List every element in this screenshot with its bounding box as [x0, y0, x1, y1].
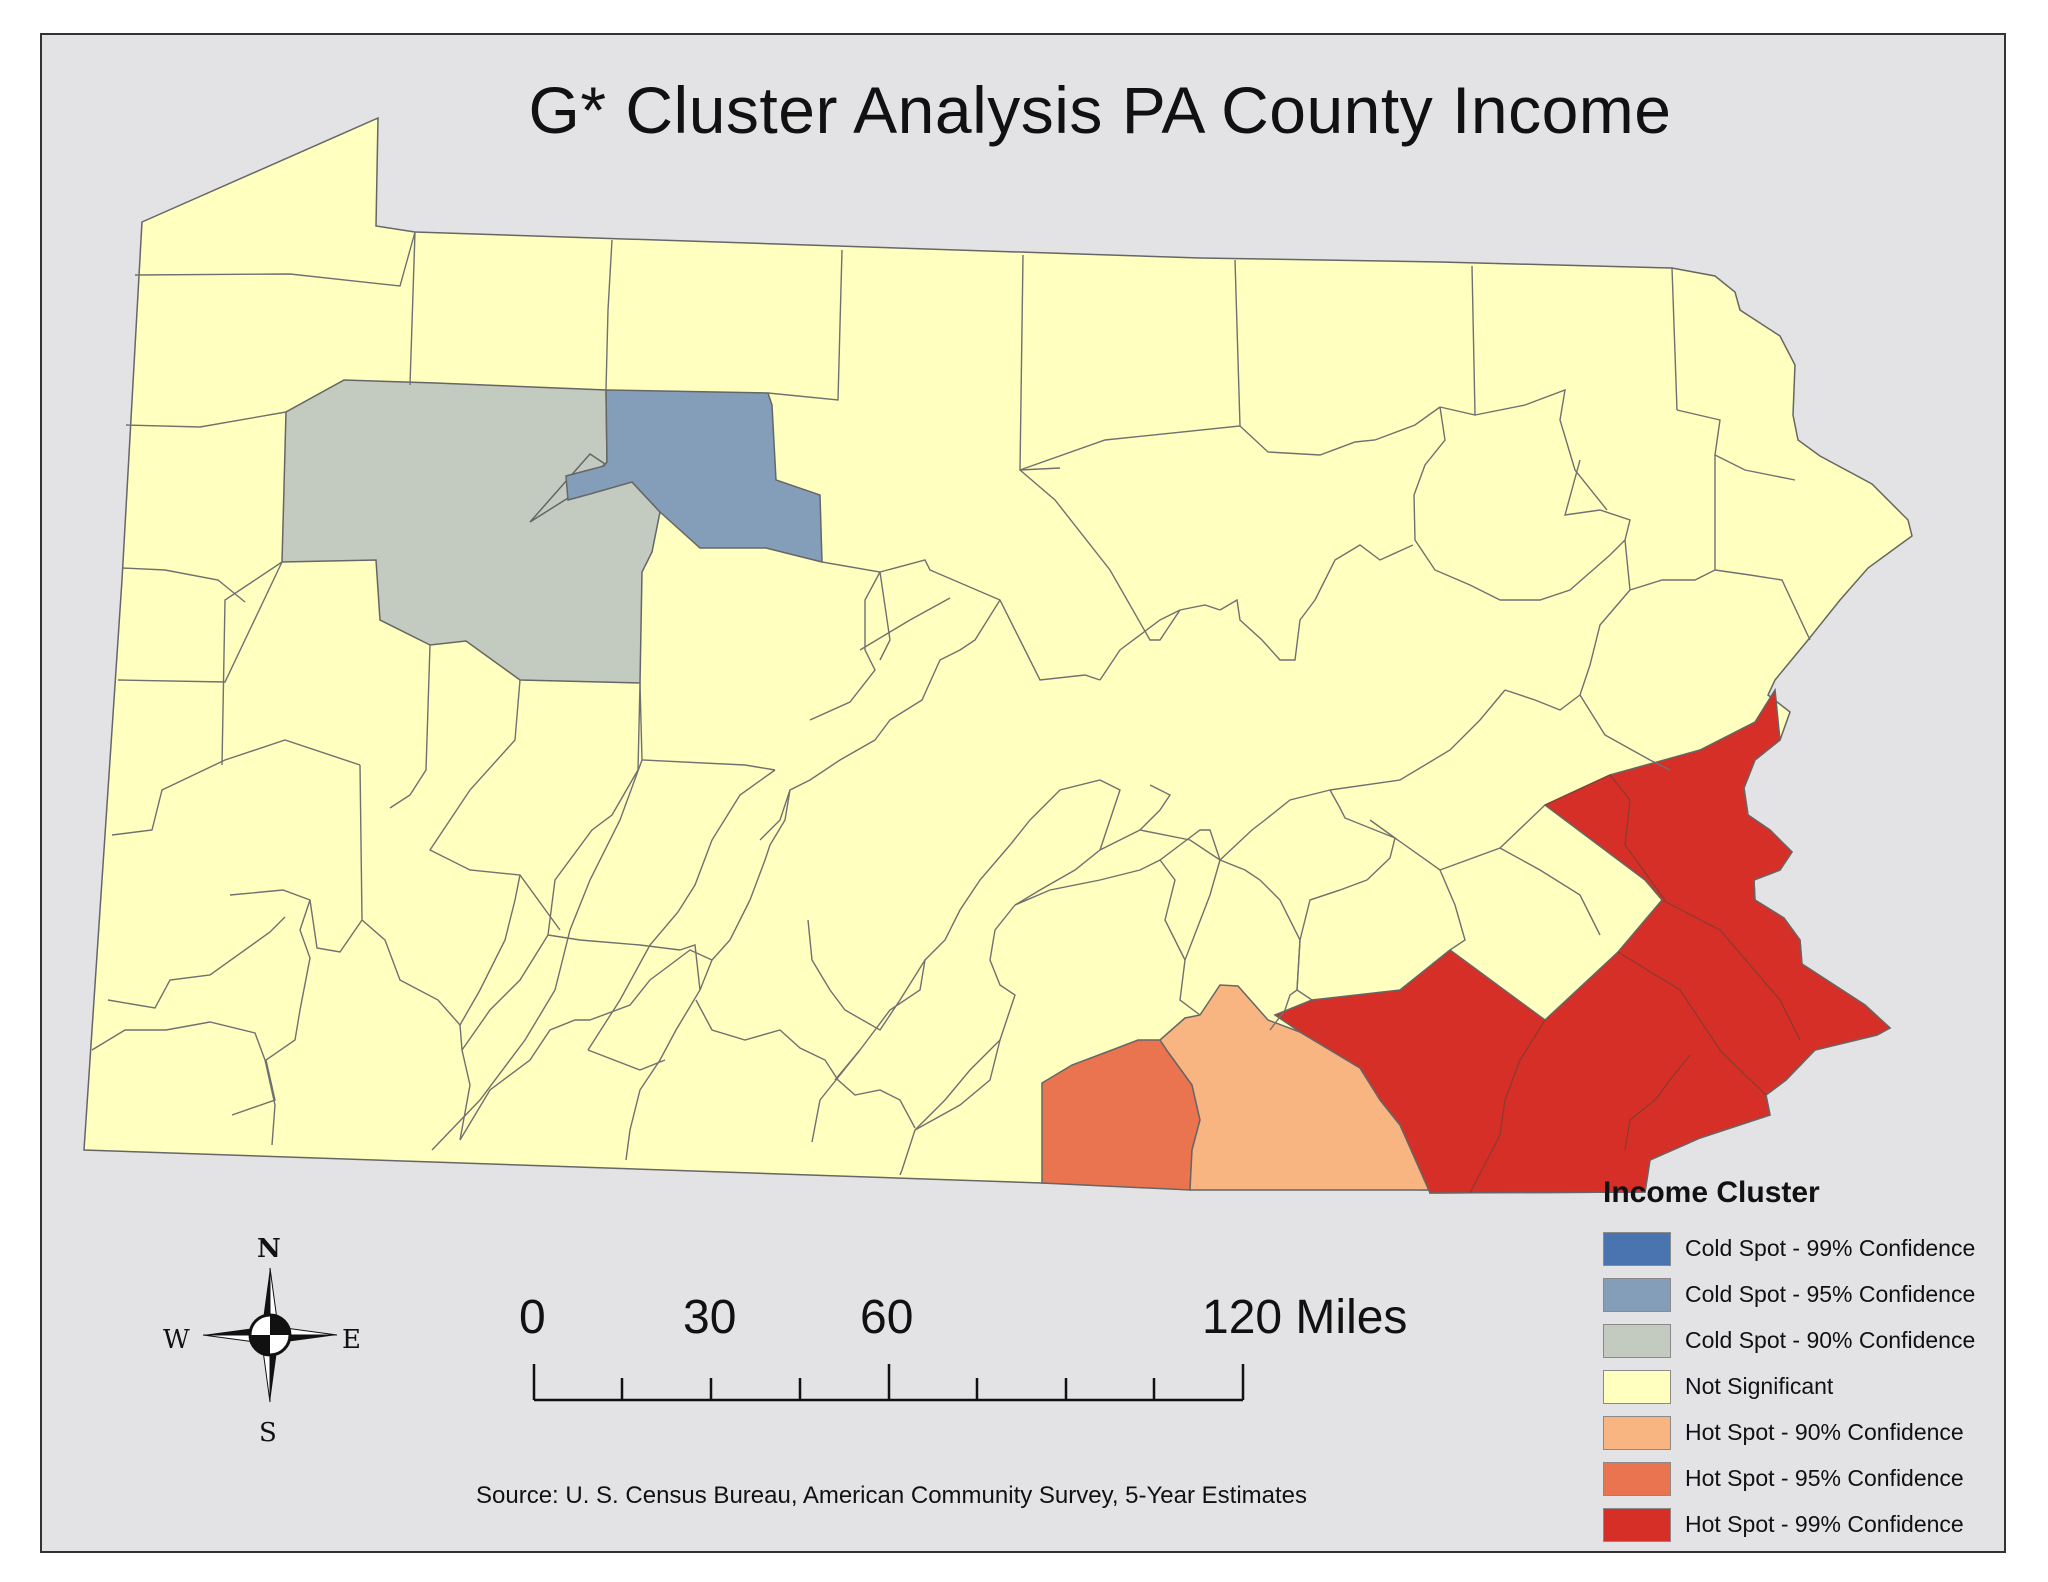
scale-label-0: 0	[519, 1291, 546, 1344]
legend-label: Cold Spot - 95% Confidence	[1685, 1281, 1976, 1307]
hot-spot-boundaries	[1469, 774, 1801, 1194]
legend-swatch	[1603, 1370, 1671, 1404]
legend-label: Hot Spot - 95% Confidence	[1685, 1465, 1964, 1491]
legend-swatch	[1603, 1324, 1671, 1358]
compass-east-label: E	[342, 1325, 361, 1355]
legend-swatch	[1603, 1278, 1671, 1312]
county-cold-spot-95	[565, 389, 823, 563]
scale-label-60: 60	[860, 1291, 914, 1344]
legend-title: Income Cluster	[1603, 1176, 1820, 1209]
legend-swatch	[1603, 1508, 1671, 1542]
compass-south-label: S	[259, 1418, 277, 1448]
map-title: G* Cluster Analysis PA County Income	[528, 73, 1672, 147]
county-boundaries	[91, 231, 1811, 1176]
scale-label-120-miles: 120 Miles	[1202, 1291, 1408, 1344]
legend-label: Cold Spot - 90% Confidence	[1685, 1327, 1976, 1353]
legend-swatch	[1603, 1416, 1671, 1450]
compass-west-label: W	[163, 1325, 190, 1355]
legend-label: Hot Spot - 90% Confidence	[1685, 1419, 1964, 1445]
source-note: Source: U. S. Census Bureau, American Co…	[476, 1482, 1308, 1509]
legend-label: Not Significant	[1685, 1373, 1834, 1399]
legend-label: Cold Spot - 99% Confidence	[1685, 1235, 1976, 1261]
legend-swatch	[1603, 1462, 1671, 1496]
legend-swatch	[1603, 1232, 1671, 1266]
scale-label-30: 30	[683, 1291, 737, 1344]
scale-bar	[532, 1364, 1245, 1402]
compass-north-label: N	[257, 1234, 281, 1264]
legend-label: Hot Spot - 99% Confidence	[1685, 1511, 1964, 1537]
compass-rose-icon	[202, 1267, 338, 1403]
county-hot-spot-99	[1273, 687, 1892, 1194]
